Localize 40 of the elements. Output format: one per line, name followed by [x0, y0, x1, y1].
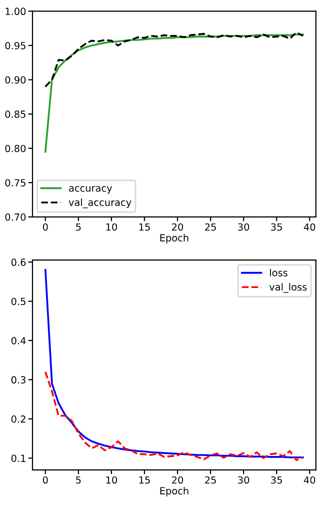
- y-tick-label: 0.90: [5, 76, 26, 84]
- x-tick-label: 0: [42, 223, 48, 231]
- legend-label: val_loss: [269, 283, 307, 293]
- y-tick-label: 0.75: [5, 179, 26, 186]
- x-tick-label: 15: [139, 223, 150, 231]
- y-tick-label: 0.85: [5, 110, 26, 118]
- y-tick-label: 0.2: [11, 415, 26, 423]
- x-axis-title: Epoch: [160, 234, 188, 244]
- x-tick-label: 40: [304, 223, 316, 231]
- y-tick-label: 0.1: [11, 454, 26, 462]
- line-series: [44, 34, 304, 153]
- x-tick-label: 35: [271, 223, 282, 231]
- y-tick-label: 0.70: [5, 213, 26, 221]
- x-tick-label: 30: [238, 476, 250, 484]
- y-tick-label: 0.3: [11, 376, 26, 384]
- x-tick-label: 15: [139, 476, 150, 484]
- x-tick-label: 30: [238, 223, 250, 231]
- y-tick-label: 1.00: [6, 8, 26, 16]
- x-axis-title: Epoch: [160, 486, 188, 496]
- x-tick-label: 10: [106, 223, 117, 231]
- x-tick-label: 25: [205, 223, 216, 231]
- x-tick-label: 40: [304, 476, 316, 484]
- x-tick-label: 20: [172, 223, 184, 231]
- line-series: [44, 370, 304, 461]
- x-tick-label: 10: [106, 476, 117, 484]
- x-tick-label: 5: [76, 476, 81, 484]
- line-series: [44, 32, 304, 88]
- x-tick-label: 35: [271, 476, 282, 484]
- x-tick-label: 20: [172, 476, 184, 484]
- y-tick-label: 0.80: [5, 144, 26, 152]
- legend-label: val_accuracy: [68, 198, 132, 208]
- y-tick-label: 0.6: [11, 258, 26, 266]
- x-tick-label: 5: [76, 223, 81, 231]
- y-tick-label: 0.4: [11, 336, 26, 344]
- x-tick-label: 25: [205, 476, 216, 484]
- legend-label: accuracy: [69, 186, 112, 194]
- y-tick-label: 0.5: [11, 298, 26, 306]
- x-tick-label: 0: [42, 476, 48, 484]
- legend-label: loss: [270, 268, 288, 276]
- y-tick-label: 0.95: [5, 42, 26, 50]
